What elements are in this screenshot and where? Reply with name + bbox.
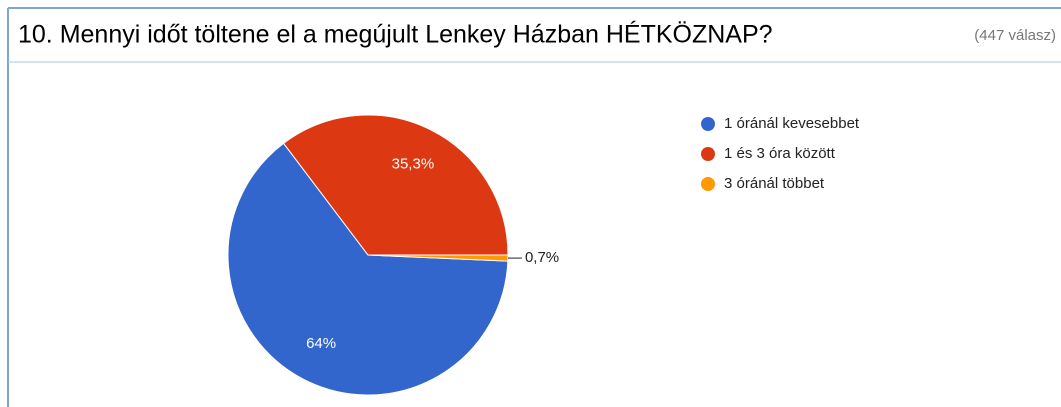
slice-label: 64% bbox=[306, 335, 336, 352]
slice-label: 35,3% bbox=[392, 156, 435, 173]
legend-swatch bbox=[701, 147, 715, 161]
chart-subtitle: (447 válasz) bbox=[974, 27, 1056, 44]
legend-label: 3 óránál többet bbox=[724, 175, 825, 192]
pie-slice bbox=[282, 114, 509, 256]
pie-slice bbox=[227, 142, 509, 396]
slice-label: 0,7% bbox=[525, 249, 559, 266]
legend-label: 1 óránál kevesebbet bbox=[724, 115, 860, 132]
legend-label: 1 és 3 óra között bbox=[724, 145, 836, 162]
legend-swatch bbox=[701, 117, 715, 131]
chart-title: 10. Mennyi időt töltene el a megújult Le… bbox=[18, 20, 773, 49]
legend-swatch bbox=[701, 177, 715, 191]
